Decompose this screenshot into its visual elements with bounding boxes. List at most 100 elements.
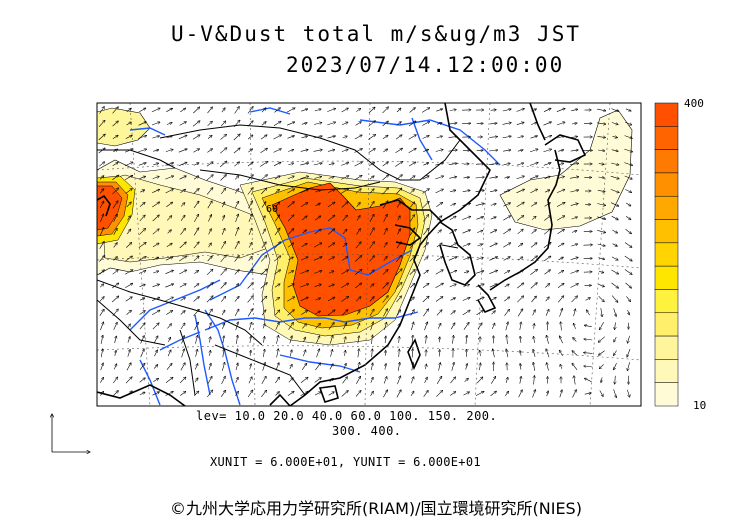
- wind-arrow: [571, 123, 577, 124]
- wind-arrow: [262, 216, 265, 221]
- wind-arrow: [517, 270, 524, 275]
- wind-arrow: [546, 349, 550, 358]
- wind-arrow: [517, 283, 524, 289]
- wind-arrow: [449, 284, 457, 288]
- wind-arrow: [557, 243, 564, 248]
- wind-arrow: [151, 122, 160, 126]
- wind-arrow: [139, 202, 145, 207]
- wind-arrow: [287, 176, 295, 180]
- wind-arrow: [614, 362, 617, 370]
- wind-arrow: [372, 349, 373, 358]
- wind-arrow: [507, 335, 508, 345]
- wind-arrow: [99, 176, 104, 180]
- wind-arrow: [422, 296, 429, 303]
- border-mongolia: [159, 124, 461, 181]
- wind-arrow: [518, 390, 523, 398]
- wind-arrow: [260, 283, 268, 289]
- grid-line: [129, 103, 151, 406]
- wind-arrow: [424, 377, 428, 384]
- wind-arrow: [355, 297, 361, 302]
- wind-arrow: [354, 162, 363, 167]
- wind-arrow: [463, 392, 470, 396]
- wind-arrow: [290, 350, 292, 357]
- coast-taiwan: [407, 338, 421, 371]
- wind-arrow: [628, 309, 630, 315]
- wind-arrow: [369, 284, 374, 288]
- river-amur: [359, 119, 501, 166]
- wind-arrow: [275, 189, 280, 193]
- wind-arrow: [570, 177, 579, 179]
- wind-arrow: [354, 256, 362, 262]
- wind-arrow: [178, 162, 187, 166]
- wind-arrow: [530, 283, 538, 289]
- wind-arrow: [168, 337, 170, 343]
- wind-arrow: [489, 123, 497, 124]
- wind-arrow: [100, 214, 103, 223]
- wind-arrow: [165, 163, 173, 166]
- wind-arrow: [140, 336, 145, 344]
- wind-arrow: [570, 190, 578, 193]
- wind-arrow: [126, 108, 132, 113]
- wind-arrow: [503, 216, 510, 221]
- wind-arrow: [114, 364, 116, 370]
- copyright-credit: ©九州大学応用力学研究所(RIAM)/国立環境研究所(NIES): [170, 499, 582, 518]
- wind-arrow: [329, 335, 333, 344]
- wind-arrow: [234, 176, 239, 180]
- wind-arrow: [412, 362, 413, 371]
- wind-arrow: [573, 337, 577, 342]
- wind-arrow: [127, 337, 130, 343]
- wind-arrow: [100, 322, 103, 331]
- colorbar-swatch: [654, 242, 679, 267]
- wind-arrow: [247, 135, 253, 140]
- wind-arrow: [234, 255, 240, 262]
- wind-arrow: [300, 163, 308, 166]
- wind-arrow: [451, 362, 454, 371]
- wind-arrow: [209, 337, 210, 343]
- wind-arrow: [422, 136, 430, 139]
- wind-arrow: [152, 323, 159, 330]
- wind-arrow: [181, 349, 185, 358]
- wind-arrow: [436, 310, 442, 316]
- wind-arrow: [313, 136, 323, 139]
- wind-arrow: [543, 163, 551, 166]
- wind-arrow: [193, 391, 199, 397]
- wind-arrow: [504, 309, 510, 316]
- wind-arrow: [247, 309, 253, 317]
- wind-arrow: [436, 256, 443, 261]
- wind-arrow: [247, 188, 253, 195]
- wind-arrow: [598, 177, 604, 178]
- wind-arrow: [489, 257, 497, 261]
- wind-arrow: [490, 230, 497, 234]
- wind-arrow: [477, 323, 482, 330]
- wind-arrow: [316, 336, 319, 344]
- grid-line: [97, 160, 641, 176]
- wind-arrow: [113, 377, 117, 384]
- wind-arrow: [493, 349, 495, 358]
- wind-arrow: [139, 392, 145, 396]
- wind-arrow: [584, 325, 592, 327]
- wind-arrow: [343, 363, 347, 370]
- wind-arrow: [422, 122, 429, 126]
- wind-arrow: [449, 177, 456, 179]
- wind-arrow: [505, 391, 508, 396]
- wind-arrow: [260, 269, 268, 276]
- wind-arrow: [543, 256, 551, 262]
- wind-arrow: [517, 150, 523, 151]
- wind-arrow: [165, 377, 173, 383]
- contour-levels-line1: lev= 10.0 20.0 40.0 60.0 100. 150. 200.: [196, 409, 498, 423]
- wind-arrow: [422, 108, 430, 113]
- wind-arrow: [520, 336, 521, 343]
- wind-arrow: [207, 107, 213, 114]
- wind-arrow: [450, 190, 456, 192]
- wind-arrow: [235, 201, 238, 209]
- wind-arrow: [315, 311, 321, 315]
- wind-arrow: [410, 202, 414, 208]
- wind-arrow: [235, 363, 238, 371]
- border-seasia: [214, 344, 306, 396]
- wind-arrow: [570, 271, 578, 274]
- wind-arrow: [533, 362, 535, 371]
- wind-arrow: [220, 175, 227, 181]
- wind-arrow: [234, 107, 240, 114]
- wind-arrow: [369, 201, 374, 208]
- wind-arrow: [166, 310, 172, 315]
